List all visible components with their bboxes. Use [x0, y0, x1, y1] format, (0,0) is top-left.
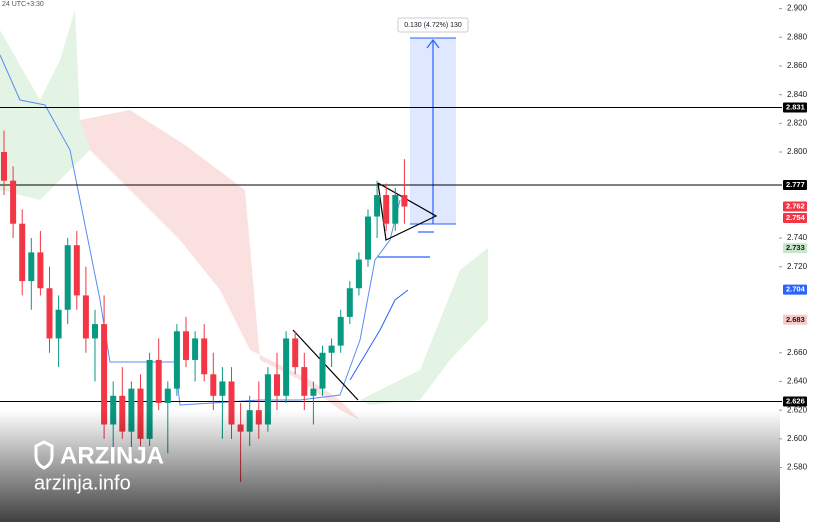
candle-body	[228, 381, 235, 425]
price-label: 2.683	[786, 315, 805, 324]
candle-body	[28, 252, 35, 282]
candle-body	[101, 324, 108, 425]
price-label-box	[783, 396, 807, 407]
candle-body	[10, 180, 17, 224]
candle-body	[355, 259, 362, 289]
price-label-box	[783, 179, 807, 190]
candle-body	[92, 324, 98, 339]
y-tick-label: 2.800	[787, 147, 808, 156]
annotation-box	[397, 17, 469, 33]
price-label: 2.626	[786, 397, 805, 406]
candle-body	[301, 367, 308, 396]
candle-body	[292, 338, 299, 368]
watermark: ARZINJA arzinja.info	[34, 440, 164, 494]
y-tick-label: 2.640	[787, 377, 808, 386]
y-tick-label: 2.840	[787, 90, 808, 99]
candle-body	[1, 152, 7, 181]
cloud-green	[360, 248, 488, 405]
y-tick-label: 2.860	[787, 61, 808, 70]
measure-label: 0.130 (4.72%) 130	[404, 22, 462, 29]
candle-body	[146, 359, 153, 439]
candle-body	[401, 195, 408, 207]
price-label: 2.831	[786, 103, 805, 112]
candle-body	[173, 331, 180, 389]
candle-body	[155, 359, 162, 403]
candle-body	[37, 252, 44, 289]
candle-body	[164, 388, 171, 403]
candle-body	[274, 374, 280, 396]
candle-body	[392, 195, 399, 224]
price-label-box	[783, 284, 807, 295]
price-axis: 2.900 2.880 2.860 2.840 2.820 2.800 2.740 2.720…	[779, 4, 808, 472]
y-tick-label: 2.880	[787, 32, 808, 41]
candle-body	[328, 345, 335, 353]
price-label: 2.777	[786, 180, 805, 189]
site: arzinja.info	[34, 472, 131, 494]
candle-body	[337, 316, 344, 346]
candle-body	[183, 331, 189, 360]
indicator-line	[349, 289, 409, 381]
candle-body	[264, 374, 271, 425]
y-tick-label: 2.900	[787, 4, 808, 13]
cloud-red	[80, 110, 360, 420]
candle-body	[55, 309, 62, 339]
candle-body	[383, 195, 390, 224]
price-label-box	[783, 314, 807, 325]
price-label-box	[783, 201, 807, 212]
y-tick-label: 2.720	[787, 262, 808, 271]
candle-body	[64, 245, 71, 310]
y-tick-label: 2.600	[787, 434, 808, 443]
candle-body	[73, 245, 80, 296]
price-label-box	[783, 212, 807, 223]
candle-body	[192, 338, 199, 360]
price-label: 2.704	[786, 285, 806, 294]
background-layer	[0, 10, 488, 420]
candle-body	[219, 381, 226, 396]
y-tick-label: 2.580	[787, 463, 808, 472]
header-text: 24 UTC+3:30	[2, 1, 44, 8]
y-tick-label: 2.660	[787, 348, 808, 357]
candle-body	[365, 216, 371, 260]
price-label: 2.762	[786, 201, 805, 210]
candle-body	[210, 374, 217, 396]
candle-body	[283, 338, 290, 396]
y-tick-label: 2.820	[787, 118, 808, 127]
y-tick-label: 2.620	[787, 405, 808, 414]
price-label-box	[783, 102, 807, 113]
candle-body	[310, 388, 317, 396]
logo	[34, 440, 54, 470]
price-label: 2.754	[786, 213, 806, 222]
candle-body	[346, 288, 353, 317]
candle-body	[19, 223, 26, 282]
brand: ARZINJA	[60, 442, 164, 469]
candle-body	[82, 295, 89, 339]
candle-body	[46, 288, 53, 339]
candle-body	[374, 195, 381, 217]
price-label-box	[783, 243, 807, 254]
price-label: 2.733	[786, 243, 805, 252]
candle-body	[319, 352, 326, 389]
bottom-fade	[0, 410, 780, 522]
y-tick-label: 2.740	[787, 233, 808, 242]
measure-arrowhead	[426, 39, 440, 49]
candle-body	[201, 338, 208, 375]
